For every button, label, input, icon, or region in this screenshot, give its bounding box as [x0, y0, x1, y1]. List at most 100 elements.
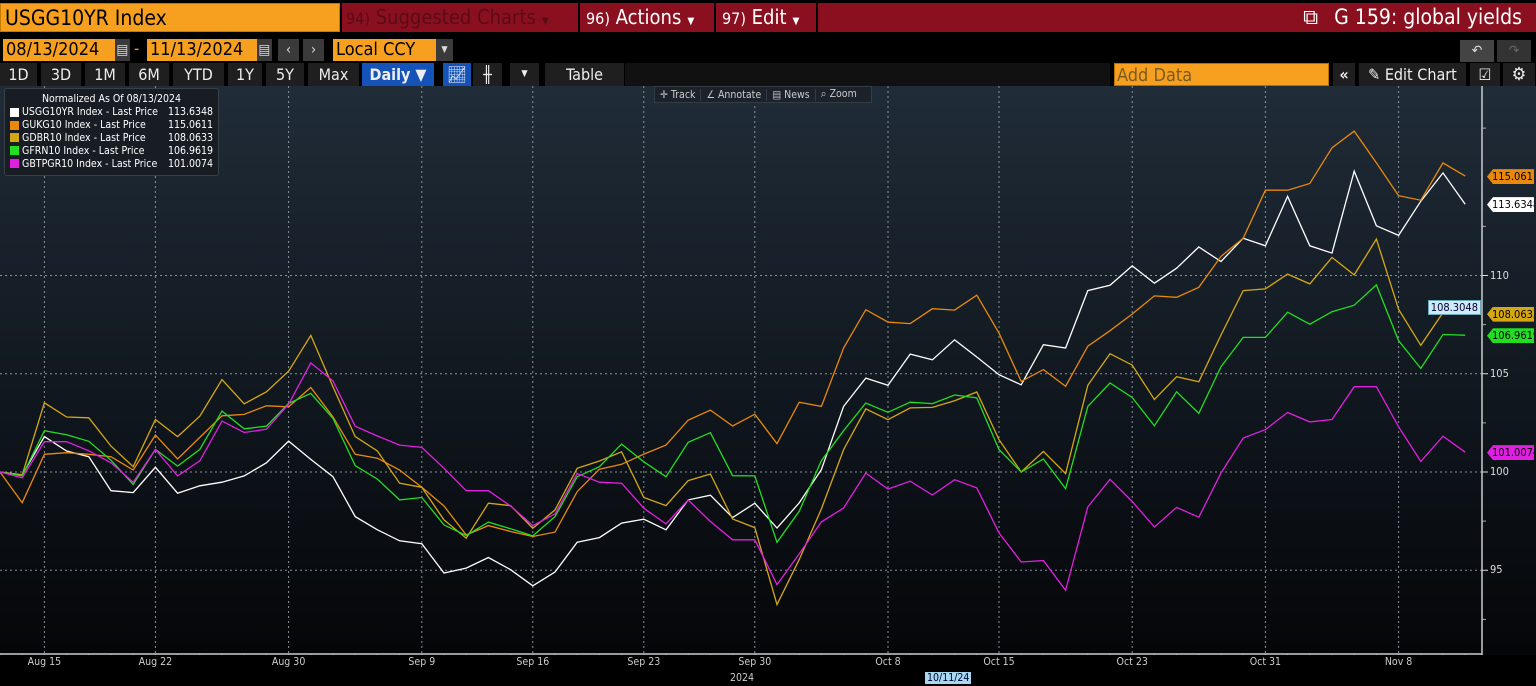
legend-swatch	[10, 159, 19, 169]
annotate-tool[interactable]: ∠ Annotate	[701, 88, 768, 101]
crosshair-value: 108.3048	[1427, 300, 1481, 315]
x-tick-label: Sep 16	[516, 656, 550, 668]
legend-swatch	[10, 107, 19, 117]
chart-tools: ✛ Track ∠ Annotate ▤ News ⌕ Zoom	[654, 86, 872, 103]
x-axis-year: 2024	[730, 672, 755, 684]
series-line-gdbr10	[0, 237, 1466, 607]
calendar-icon[interactable]: ▤	[115, 39, 130, 61]
actions-button[interactable]: 96) Actions ▼	[582, 3, 716, 32]
next-period-button[interactable]: ›	[303, 39, 324, 61]
period-button-1d[interactable]: 1D	[0, 63, 38, 86]
legend-swatch	[10, 133, 19, 143]
x-tick-label: Nov 8	[1384, 656, 1413, 668]
security-input[interactable]: USGG10YR Index	[0, 3, 340, 32]
x-tick-label: Oct 15	[983, 656, 1015, 668]
chart-svg	[0, 86, 1488, 659]
legend-swatch	[10, 146, 19, 156]
pencil-icon: ✎	[1368, 65, 1385, 84]
chart-title: ⧉ G 159: global yields	[1303, 3, 1522, 32]
frequency-select[interactable]: Daily ▼	[362, 63, 435, 86]
add-data-input[interactable]: Add Data	[1114, 63, 1329, 86]
chart-title-text: G 159: global yields	[1334, 5, 1522, 29]
end-date-input[interactable]: 11/13/2024	[147, 39, 257, 61]
redo-icon[interactable]: ↷	[1497, 40, 1531, 62]
period-button-ytd[interactable]: YTD	[173, 63, 225, 86]
period-button-1m[interactable]: 1M	[85, 63, 126, 86]
last-value-tag: 115.0611	[1487, 169, 1534, 185]
date-separator: -	[134, 39, 140, 58]
legend-value: 113.6348	[167, 106, 213, 119]
period-button-5y[interactable]: 5Y	[266, 63, 305, 86]
caret-down-icon: ▼	[792, 16, 800, 27]
x-tick-label: Oct 31	[1249, 656, 1282, 668]
legend-item[interactable]: GBTPGR10 Index - Last Price 101.0074	[10, 157, 213, 170]
suggested-charts-label: Suggested Charts	[375, 5, 536, 29]
currency-select[interactable]: Local CCY	[333, 39, 436, 61]
caret-down-icon: ▼	[687, 16, 695, 27]
period-button-1y[interactable]: 1Y	[228, 63, 263, 86]
period-button-3d[interactable]: 3D	[41, 63, 82, 86]
series-line-gukg10	[0, 130, 1466, 538]
suggested-charts-button[interactable]: 94) Suggested Charts ▼	[342, 3, 580, 32]
x-tick-label: Sep 30	[738, 656, 772, 668]
y-tick-label: 105	[1490, 366, 1509, 380]
collapse-icon[interactable]: «	[1333, 63, 1356, 86]
annotate-settings-icon[interactable]: ☑	[1470, 63, 1501, 86]
caret-down-icon: ▼	[541, 16, 549, 27]
legend-label: GDBR10 Index - Last Price	[22, 131, 146, 144]
legend-title: Normalized As Of 08/13/2024	[41, 93, 182, 105]
legend: Normalized As Of 08/13/2024 USGG10YR Ind…	[4, 88, 219, 176]
undo-icon[interactable]: ↶	[1460, 40, 1494, 62]
x-tick-label: Aug 22	[138, 656, 173, 668]
toolbar-spacer	[625, 63, 1111, 86]
last-value-tag: 108.0633	[1487, 306, 1534, 322]
legend-item[interactable]: GDBR10 Index - Last Price 108.0633	[10, 132, 213, 145]
legend-value: 106.9619	[167, 144, 213, 157]
period-button-6m[interactable]: 6M	[129, 63, 170, 86]
x-tick-label: Aug 30	[271, 656, 306, 668]
menu-number: 97)	[722, 9, 746, 28]
series-line-gfrn10	[0, 283, 1466, 544]
actions-label: Actions	[615, 5, 682, 29]
edit-label: Edit	[751, 5, 787, 29]
legend-value: 101.0074	[167, 157, 213, 170]
table-button[interactable]: Table	[545, 63, 625, 86]
header-bar: 94) Suggested Charts ▼ 96) Actions ▼ 97) E…	[342, 3, 1536, 32]
external-link-icon[interactable]: ⧉	[1303, 5, 1319, 29]
line-chart-icon[interactable]: 📈︎	[443, 63, 472, 86]
edit-button[interactable]: 97) Edit ▼	[718, 3, 818, 32]
edit-chart-label: Edit Chart	[1384, 65, 1457, 84]
news-tool[interactable]: ▤ News	[767, 88, 816, 101]
y-tick-label: 110	[1490, 268, 1509, 282]
last-value-tag: 113.6348	[1487, 197, 1534, 213]
last-value-tag: 101.0074	[1487, 445, 1534, 461]
crosshair-date: 10/11/24	[925, 672, 972, 684]
track-tool[interactable]: ✛ Track	[655, 88, 702, 101]
legend-label: GBTPGR10 Index - Last Price	[22, 157, 158, 170]
legend-item[interactable]: USGG10YR Index - Last Price 113.6348	[10, 106, 213, 119]
gear-icon[interactable]: ⚙	[1503, 63, 1536, 86]
legend-value: 108.0633	[167, 131, 213, 144]
period-button-max[interactable]: Max	[308, 63, 360, 86]
x-tick-label: Oct 8	[875, 656, 901, 668]
last-value-tag: 106.9619	[1487, 328, 1534, 344]
candlestick-icon[interactable]: ╫	[473, 63, 503, 86]
legend-item[interactable]: GFRN10 Index - Last Price 106.9619	[10, 144, 213, 157]
menu-number: 94)	[346, 9, 370, 28]
prev-period-button[interactable]: ‹	[278, 39, 299, 61]
start-date-input[interactable]: 08/13/2024	[3, 39, 115, 61]
currency-dropdown-icon[interactable]: ▼	[436, 39, 453, 61]
legend-item[interactable]: GUKG10 Index - Last Price 115.0611	[10, 119, 213, 132]
zoom-tool[interactable]: ⌕ Zoom	[820, 88, 857, 100]
chart-area[interactable]	[0, 86, 1536, 659]
x-tick-label: Aug 15	[27, 656, 62, 668]
edit-chart-button[interactable]: ✎ Edit Chart	[1359, 63, 1467, 86]
menu-number: 96)	[586, 9, 610, 28]
chart-type-dropdown-icon[interactable]: ▼	[510, 63, 540, 86]
legend-label: GUKG10 Index - Last Price	[22, 119, 146, 132]
legend-swatch	[10, 120, 19, 130]
x-tick-label: Sep 9	[408, 656, 436, 668]
legend-label: USGG10YR Index - Last Price	[22, 106, 158, 119]
calendar-icon[interactable]: ▤	[257, 39, 272, 61]
x-tick-label: Sep 23	[627, 656, 661, 668]
